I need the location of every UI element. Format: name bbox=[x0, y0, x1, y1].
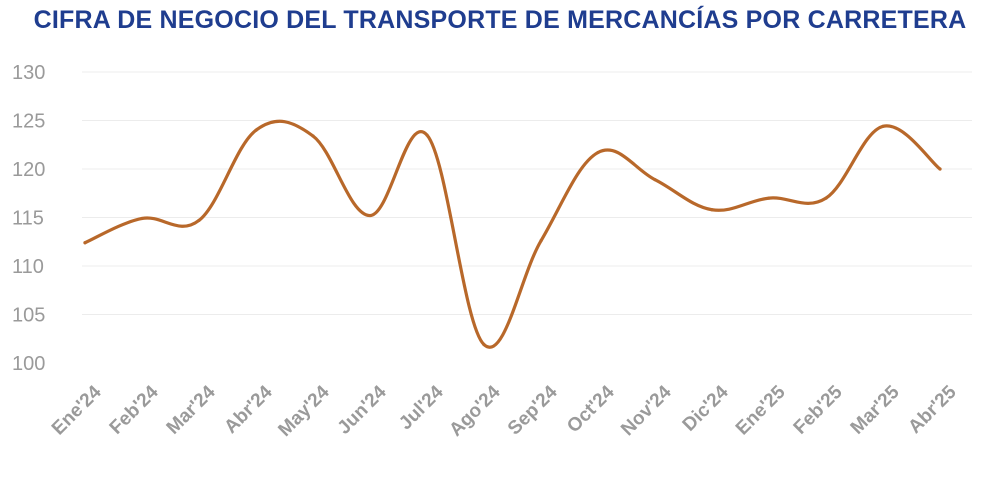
x-tick-label: Dic'24 bbox=[679, 381, 733, 435]
data-point bbox=[425, 133, 429, 137]
y-tick-label: 110 bbox=[12, 256, 44, 278]
series-line bbox=[83, 119, 942, 349]
y-tick-label: 125 bbox=[12, 111, 45, 133]
data-point bbox=[482, 342, 486, 347]
x-tick-label: Oct'24 bbox=[563, 381, 619, 437]
x-tick-label: Sep'24 bbox=[504, 381, 562, 439]
data-point bbox=[596, 150, 600, 155]
x-tick-label: Feb'24 bbox=[106, 381, 163, 438]
x-tick-label: Nov'24 bbox=[617, 381, 676, 440]
x-tick-label: Jun'24 bbox=[334, 381, 391, 438]
data-point bbox=[83, 241, 87, 245]
y-tick-label: 105 bbox=[12, 305, 45, 327]
data-point bbox=[710, 208, 714, 212]
data-point bbox=[197, 218, 201, 223]
x-tick-label: Ene'25 bbox=[732, 381, 790, 439]
data-point bbox=[881, 124, 885, 128]
x-tick-label: Ago'24 bbox=[445, 381, 504, 440]
x-tick-label: May'24 bbox=[274, 381, 333, 440]
x-tick-label: Mar'24 bbox=[163, 381, 220, 438]
data-point bbox=[767, 196, 771, 200]
y-tick-label: 100 bbox=[12, 353, 45, 375]
y-tick-label: 115 bbox=[12, 208, 44, 230]
data-point bbox=[653, 178, 657, 182]
y-tick-label: 130 bbox=[12, 62, 45, 84]
series-layer bbox=[83, 119, 942, 349]
x-tick-label: Mar'25 bbox=[847, 381, 904, 438]
x-tick-label: Abr'24 bbox=[220, 381, 276, 437]
chart-title: CIFRA DE NEGOCIO DEL TRANSPORTE DE MERCA… bbox=[33, 6, 967, 34]
grid-lines bbox=[82, 71, 972, 315]
data-point bbox=[539, 239, 543, 243]
x-tick-label: Jul'24 bbox=[395, 381, 448, 434]
y-axis-ticks: 100 105 110 115 120 125 130 bbox=[12, 62, 45, 375]
x-tick-label: Feb'25 bbox=[790, 381, 847, 438]
data-point bbox=[368, 213, 372, 218]
y-tick-label: 120 bbox=[12, 159, 45, 181]
x-tick-label: Abr'25 bbox=[904, 381, 960, 437]
data-point bbox=[311, 134, 315, 138]
data-point bbox=[140, 216, 144, 221]
data-point bbox=[824, 196, 828, 200]
data-point bbox=[938, 167, 942, 171]
x-tick-label: Ene'24 bbox=[48, 381, 106, 439]
data-point bbox=[254, 128, 258, 132]
